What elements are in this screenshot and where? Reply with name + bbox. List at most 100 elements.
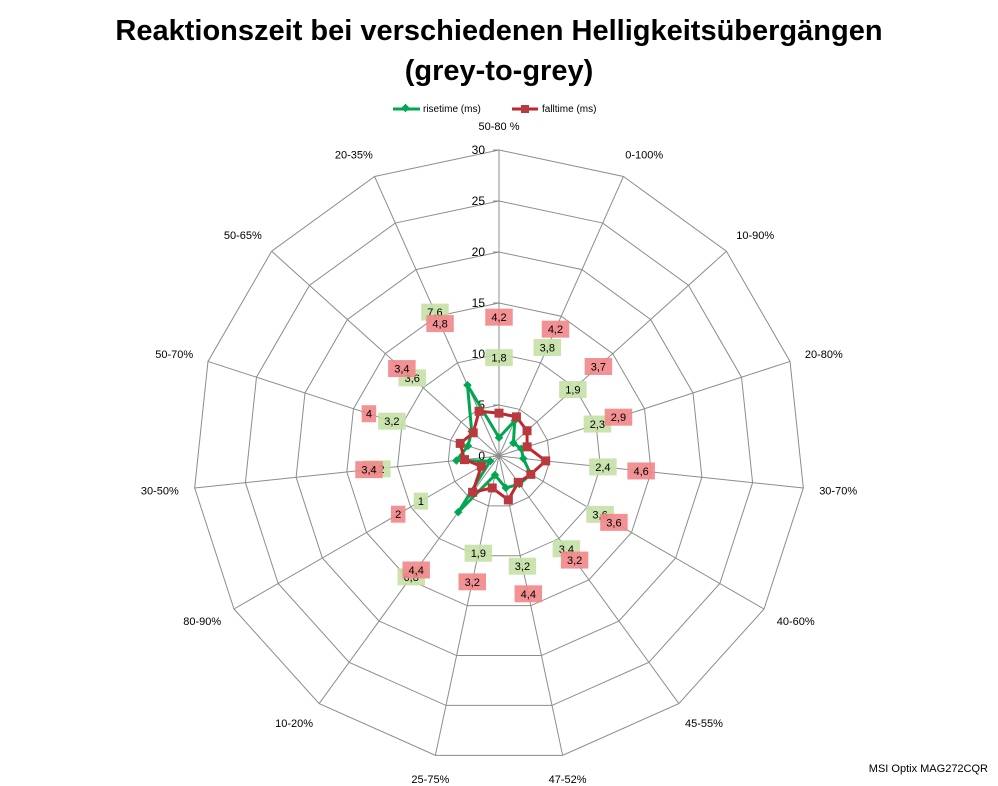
data-label-bg-falltime (604, 408, 633, 426)
category-label: 0-100% (625, 150, 663, 162)
point-marker-falltime (494, 408, 504, 418)
category-label: 45-55% (685, 718, 723, 730)
point-marker-falltime (503, 495, 513, 505)
data-label-falltime: 4,2 (548, 324, 563, 336)
category-label: 30-50% (141, 485, 179, 497)
point-marker-falltime (460, 455, 470, 465)
data-label-bg-risetime (508, 557, 537, 575)
axis-tick-label: 25 (472, 194, 486, 208)
data-label-bg-falltime (458, 573, 487, 591)
grid-ring (194, 149, 804, 756)
axis-tick-label: 30 (472, 143, 486, 157)
chart-subtitle: (grey-to-grey) (405, 55, 594, 87)
grid-spoke (498, 176, 624, 457)
radial-axis-ticks: 0 5 10 15 20 25 30 (472, 143, 499, 463)
category-label: 20-35% (335, 150, 373, 162)
data-label-risetime: 1,9 (471, 548, 486, 560)
data-label-bg-risetime (583, 415, 612, 433)
category-label: 47-52% (549, 774, 587, 786)
data-label-bg-risetime (464, 544, 493, 562)
data-label-bg-falltime (560, 551, 589, 569)
data-labels: 1,83,81,92,32,43,63,43,21,96,814,23,23,6… (355, 303, 655, 603)
point-marker-risetime (501, 483, 511, 493)
grid-spoke (434, 455, 500, 756)
point-marker-falltime (455, 438, 465, 448)
grid-spoke (498, 455, 564, 756)
point-marker-falltime (511, 412, 521, 422)
point-marker-risetime (485, 456, 495, 466)
grid-ring (346, 302, 652, 607)
category-labels: 50-80 % 0-100% 10-90% 20-80% 30-70% 40-60% 45-… (141, 121, 857, 786)
monitor-caption: MSI Optix MAG272CQR (869, 763, 988, 775)
axis-tick-label: 5 (478, 398, 485, 412)
data-label-risetime: 1,9 (565, 385, 580, 397)
data-label-bg-risetime (378, 412, 406, 430)
point-marker-falltime (526, 469, 536, 479)
radar-grid (194, 149, 804, 756)
data-label-falltime: 4,4 (521, 589, 536, 601)
data-label-bg-falltime (388, 360, 416, 378)
data-label-risetime: 1 (418, 496, 424, 508)
data-label-bg-falltime (390, 505, 406, 523)
category-label: 80-90% (183, 616, 221, 628)
data-label-bg-falltime (361, 405, 377, 423)
data-label-bg-risetime (485, 349, 513, 367)
point-marker-risetime (463, 441, 473, 451)
data-label-bg-falltime (355, 461, 383, 479)
data-label-bg-falltime (426, 315, 454, 333)
data-label-risetime: 2,4 (595, 462, 610, 474)
category-label: 50-80 % (479, 121, 520, 133)
point-marker-falltime (487, 483, 497, 493)
legend-risetime-label: risetime (ms) (423, 104, 481, 115)
data-label-bg-falltime (541, 320, 570, 338)
data-label-bg-falltime (485, 308, 513, 326)
category-label: 30-70% (819, 485, 857, 497)
grid-spoke (271, 250, 500, 457)
data-label-bg-risetime (589, 458, 617, 476)
data-label-bg-risetime (559, 381, 587, 399)
axis-tick-label: 0 (478, 449, 485, 463)
data-label-falltime: 4,6 (633, 466, 648, 478)
category-label: 50-65% (224, 230, 262, 242)
data-label-falltime: 4,8 (432, 319, 447, 331)
data-label-falltime: 3,6 (606, 517, 621, 529)
axis-tick-label: 15 (472, 296, 486, 310)
series-line-risetime (454, 383, 533, 514)
chart-title: Reaktionszeit bei verschiedenen Helligke… (115, 15, 882, 47)
grid-spoke (233, 455, 500, 610)
point-marker-risetime (494, 433, 504, 442)
data-label-falltime: 4,2 (491, 312, 506, 324)
point-marker-risetime (452, 456, 461, 465)
grid-ring (244, 200, 754, 706)
legend-falltime-marker (521, 105, 529, 113)
grid-ring (295, 251, 703, 657)
data-label-bg-falltime (627, 462, 655, 480)
point-marker-falltime (513, 477, 523, 487)
grid-spoke (194, 455, 500, 489)
grid-ring (447, 404, 551, 507)
data-label-risetime: 3,8 (540, 343, 555, 355)
point-marker-falltime (474, 406, 484, 416)
grid-spoke (498, 250, 727, 457)
category-label: 10-90% (736, 230, 774, 242)
data-label-falltime: 3,4 (361, 465, 376, 477)
data-label-bg-falltime (402, 561, 430, 579)
series-line-falltime (458, 409, 548, 502)
data-label-falltime: 2,9 (611, 412, 626, 424)
series-lines (452, 380, 551, 517)
grid-spoke (498, 455, 765, 610)
data-label-risetime: 1,8 (491, 353, 506, 365)
grid-spoke (498, 455, 680, 704)
data-label-risetime: 3,2 (384, 416, 399, 428)
category-label: 40-60% (777, 616, 815, 628)
data-label-bg-falltime (600, 513, 628, 531)
point-marker-falltime (522, 426, 532, 436)
data-label-falltime: 2 (395, 509, 401, 521)
data-label-falltime: 3,4 (394, 364, 409, 376)
data-label-falltime: 4 (366, 409, 372, 421)
legend-falltime-label: falltime (ms) (542, 104, 596, 115)
point-marker-risetime (519, 454, 528, 463)
grid-spoke (207, 360, 500, 457)
